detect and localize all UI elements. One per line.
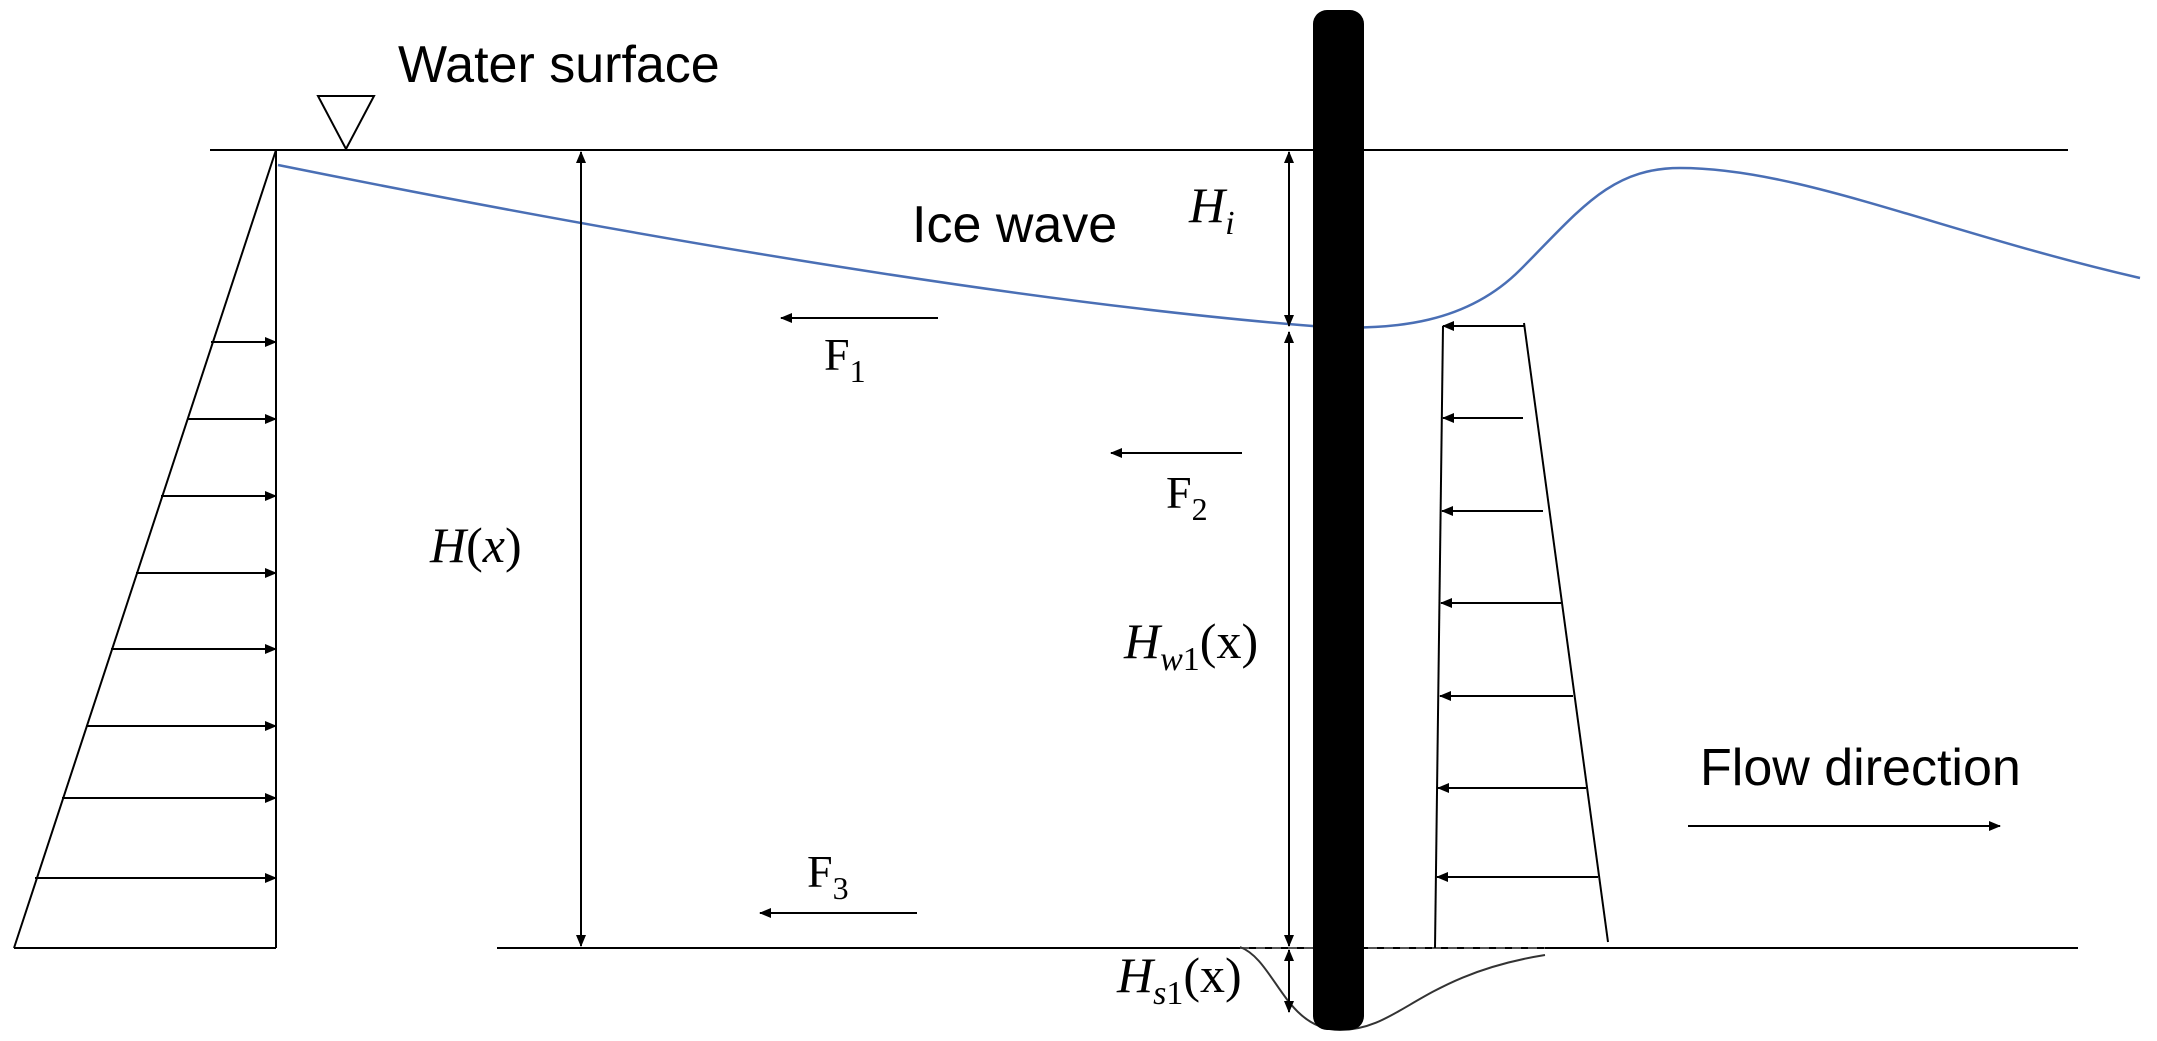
ice-wave-curve: [277, 163, 2141, 329]
h-x-label: H(x): [429, 517, 522, 573]
scour-hole-curve: [1239, 946, 1546, 1032]
water-surface-triangle-icon: [316, 95, 376, 152]
water-surface-label: Water surface: [398, 36, 720, 94]
f3-label: F3: [807, 846, 849, 906]
h-s1-label: Hs1(x): [1116, 947, 1242, 1012]
downstream-pressure-distribution: [1434, 321, 1609, 949]
flow-direction-label: Flow direction: [1700, 739, 2021, 797]
upstream-pressure-distribution: [13, 149, 277, 949]
f1-label: F1: [824, 329, 866, 389]
h-w1-label: Hw1(x): [1123, 613, 1258, 678]
ice-wave-label: Ice wave: [912, 196, 1117, 254]
h-i-label: Hi: [1188, 177, 1235, 242]
f2-label: F2: [1166, 467, 1208, 527]
bridge-pile: [1313, 10, 1364, 1030]
